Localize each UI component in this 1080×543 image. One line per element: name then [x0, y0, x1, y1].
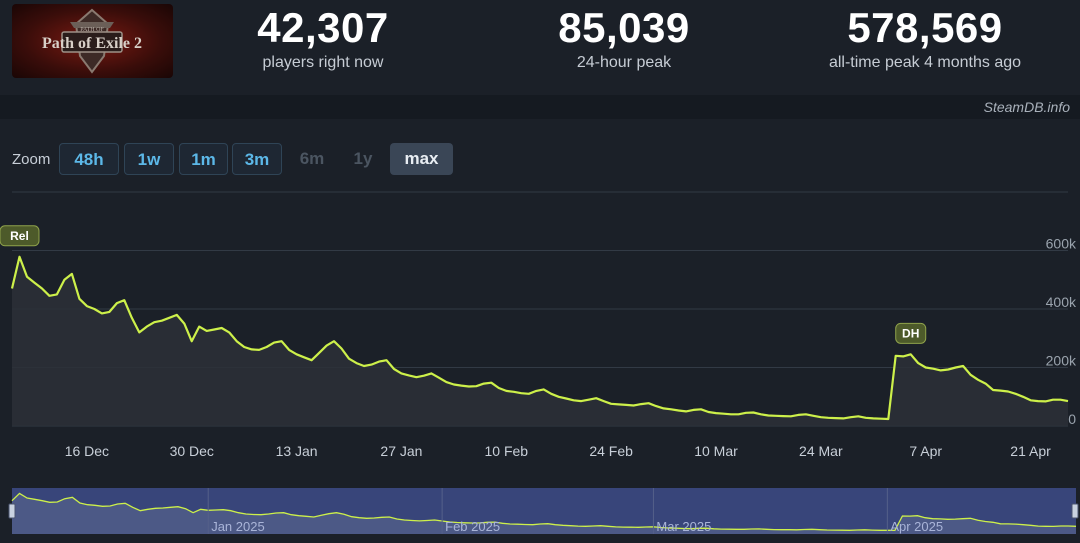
x-tick-label: 21 Apr	[1010, 443, 1051, 459]
annotation-badge	[0, 225, 40, 247]
y-axis: 0 200k 400k 600k	[1046, 236, 1077, 428]
zoom-1m-button[interactable]: 1m	[179, 143, 228, 175]
y-tick-label: 0	[1068, 411, 1076, 427]
header-divider	[0, 95, 1080, 119]
game-logo[interactable]: Path of Exile 2 PATH OF	[12, 4, 173, 78]
series-line	[10, 255, 1069, 421]
chart-area	[12, 256, 1068, 426]
annotations: Rel DH	[0, 225, 927, 344]
y-tick-label: 200k	[1046, 353, 1077, 369]
all-time-peak-value: 578,569	[847, 4, 1003, 51]
navigator-area	[12, 493, 1076, 534]
navigator-month-label: Mar 2025	[656, 519, 711, 534]
zoom-1w-button[interactable]: 1w	[124, 143, 174, 175]
x-tick-label: 10 Feb	[485, 443, 529, 459]
x-tick-label: 24 Feb	[589, 443, 633, 459]
all-time-peak-label: all-time peak 4 months ago	[828, 54, 1022, 71]
x-axis: 16 Dec 30 Dec 13 Jan 27 Jan 10 Feb 24 Feb 10 M…	[65, 443, 1051, 459]
x-tick-label: 24 Mar	[799, 443, 843, 459]
x-tick-label: 27 Jan	[380, 443, 422, 459]
navigator-line	[11, 492, 1077, 532]
x-tick-label: 16 Dec	[65, 443, 109, 459]
zoom-48h-button[interactable]: 48h	[59, 143, 119, 175]
y-tick-label: 600k	[1046, 236, 1077, 252]
zoom-1y-button: 1y	[353, 149, 373, 168]
x-tick-label: 10 Mar	[694, 443, 738, 459]
navigator[interactable]: Jan 2025 Feb 2025 Mar 2025 Apr 2025	[8, 488, 1079, 534]
y-tick-label: 400k	[1046, 294, 1077, 310]
navigator-month-label: Feb 2025	[445, 519, 500, 534]
zoom-label: Zoom	[12, 151, 51, 168]
navigator-month-label: Apr 2025	[890, 519, 943, 534]
x-tick-label: 13 Jan	[276, 443, 318, 459]
zoom-3m-button[interactable]: 3m	[232, 143, 282, 175]
steamdb-credit[interactable]: SteamDB.info	[983, 99, 1070, 115]
peak-24h-value: 85,039	[558, 4, 690, 51]
zoom-max-button[interactable]: max	[390, 143, 453, 175]
stat-24h-peak: 85,039 24-hour peak	[494, 4, 754, 72]
navigator-right-handle[interactable]	[1071, 503, 1079, 519]
stats-header: Path of Exile 2 PATH OF 42,307 players r…	[0, 0, 1080, 95]
zoom-6m-button: 6m	[299, 149, 325, 168]
series-area-fill	[12, 256, 1068, 426]
current-players-label: players right now	[262, 54, 384, 71]
navigator-month-label: Jan 2025	[211, 519, 265, 534]
annotation-badge	[895, 322, 927, 344]
annotation-label: Rel	[10, 229, 29, 243]
peak-24h-label: 24-hour peak	[576, 54, 672, 71]
stat-all-time-peak: 578,569 all-time peak 4 months ago	[795, 4, 1055, 72]
annotation-label: DH	[902, 326, 919, 340]
chart-line-layer	[10, 255, 1069, 421]
x-tick-label: 30 Dec	[170, 443, 214, 459]
game-logo-art: Path of Exile 2 PATH OF	[12, 4, 173, 78]
logo-wordmark: Path of Exile 2	[42, 35, 142, 52]
x-tick-label: 7 Apr	[909, 443, 942, 459]
stat-current-players: 42,307 players right now	[193, 4, 453, 72]
current-players-value: 42,307	[257, 4, 389, 51]
svg-text:PATH OF: PATH OF	[80, 27, 104, 33]
navigator-left-handle[interactable]	[8, 503, 16, 519]
